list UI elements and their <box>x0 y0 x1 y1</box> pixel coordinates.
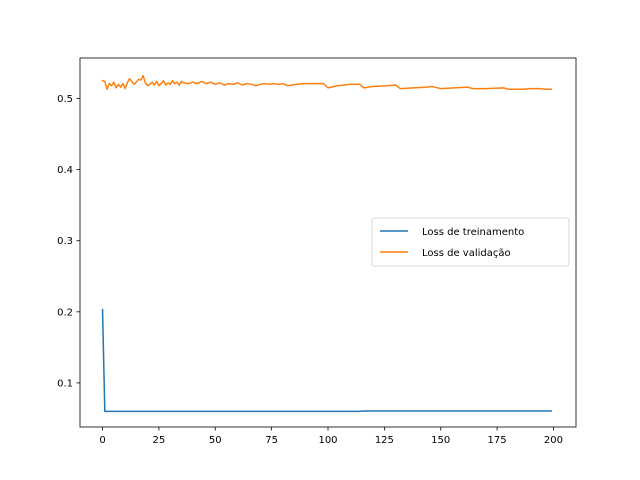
x-tick-label: 50 <box>209 435 222 446</box>
x-tick-label: 125 <box>375 435 394 446</box>
legend-label-validation: Loss de validação <box>422 248 511 259</box>
x-tick-label: 0 <box>99 435 105 446</box>
legend: Loss de treinamento Loss de validação <box>371 217 570 267</box>
x-tick-label: 175 <box>488 435 507 446</box>
x-tick-label: 150 <box>431 435 450 446</box>
y-tick-label: 0.2 <box>57 307 73 318</box>
legend-box <box>371 217 570 267</box>
y-tick-label: 0.4 <box>57 165 73 176</box>
legend-label-training: Loss de treinamento <box>422 227 524 238</box>
series-line-1 <box>101 75 552 91</box>
series-line-0 <box>101 308 552 413</box>
x-tick-label: 75 <box>265 435 278 446</box>
y-axis-ticks: 0.1 0.2 0.3 0.4 0.5 <box>57 94 80 389</box>
series-layer <box>101 75 552 413</box>
y-tick-label: 0.5 <box>57 94 73 105</box>
y-tick-label: 0.1 <box>57 378 73 389</box>
x-tick-label: 100 <box>318 435 337 446</box>
x-tick-label: 200 <box>544 435 563 446</box>
y-tick-label: 0.3 <box>57 236 73 247</box>
x-axis-ticks: 0 25 50 75 100 125 150 175 200 <box>99 427 563 446</box>
x-tick-label: 25 <box>153 435 166 446</box>
